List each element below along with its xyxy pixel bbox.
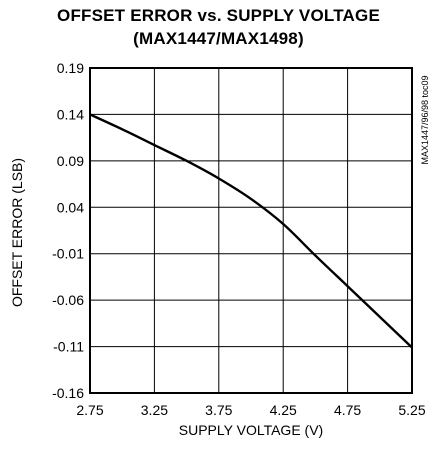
y-tick-label: 0.09 [57, 153, 84, 169]
grid-lines [90, 68, 412, 393]
chart-title-line2: (MAX1447/MAX1498) [133, 29, 304, 48]
plot-frame [89, 67, 413, 394]
x-tick-label: 3.75 [205, 402, 232, 418]
chart-title-line1: OFFSET ERROR vs. SUPPLY VOLTAGE [57, 6, 380, 25]
y-axis-label: OFFSET ERROR (LSB) [9, 158, 25, 307]
series-line-0 [89, 113, 413, 349]
y-tick-label: 0.19 [57, 60, 84, 76]
y-tick-label: -0.01 [52, 246, 84, 262]
x-tick-label: 4.75 [334, 402, 361, 418]
y-tick-labels: 0.19 0.14 0.09 0.04 -0.01 -0.06 -0.11 -0.16 [52, 60, 84, 401]
figure-code: MAX1447/96/98 toc09 [420, 75, 430, 164]
y-tick-label: -0.11 [53, 339, 84, 355]
x-tick-label: 3.25 [141, 402, 168, 418]
x-axis-label: SUPPLY VOLTAGE (V) [179, 422, 323, 438]
y-tick-label: 0.04 [57, 199, 84, 215]
x-tick-label: 4.25 [270, 402, 297, 418]
y-tick-label: -0.06 [52, 292, 84, 308]
x-tick-label: 5.25 [398, 402, 425, 418]
y-tick-label: -0.16 [52, 385, 84, 401]
series-lines [89, 113, 413, 349]
y-tick-label: 0.14 [57, 106, 84, 122]
x-tick-labels: 2.75 3.25 3.75 4.25 4.75 5.25 [76, 402, 425, 418]
x-tick-label: 2.75 [76, 402, 103, 418]
